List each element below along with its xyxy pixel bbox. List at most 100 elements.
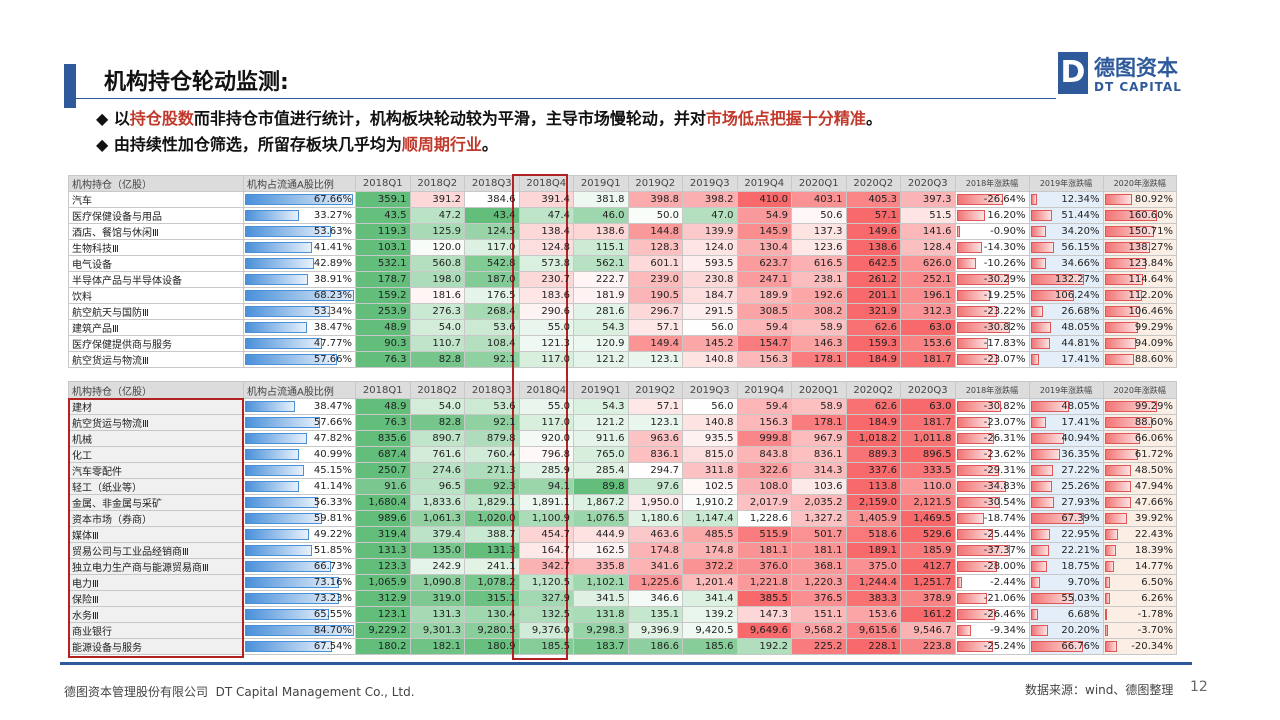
table-cell: 1,225.6	[627, 574, 683, 591]
cell-text: 189.9	[759, 290, 788, 301]
cell-text: 294.7	[650, 465, 679, 476]
cell-text: 1,829.1	[477, 497, 516, 508]
data-bar	[1030, 194, 1038, 205]
table-cell: 178.1	[791, 351, 847, 368]
bullet: ◆ 由持续性加仓筛选，所留存板块几乎均为顺周期行业。	[96, 132, 882, 158]
cell-text: 67.54%	[313, 641, 352, 652]
cell-text: 58.9	[820, 401, 843, 412]
header-cell: 机构持仓（亿股）	[68, 175, 244, 192]
table-cell: 274.6	[409, 462, 465, 479]
cell-text: 144.8	[650, 226, 679, 237]
table-cell: 178.7	[355, 271, 411, 288]
data-bar	[1030, 465, 1054, 476]
cell-text: 181.7	[922, 417, 952, 428]
cell-text: 368.1	[813, 561, 843, 572]
cell-text: 建筑产品Ⅲ	[72, 324, 119, 335]
data-bar	[1030, 433, 1064, 444]
table-row: 水务Ⅲ 65.55% 123.1 131.3 130.4 132.5 131.8 135.1 1…	[68, 606, 1177, 623]
cell-text: 94.09%	[1134, 338, 1173, 349]
table-cell: -0.90%	[954, 223, 1030, 240]
cell-text: 132.27%	[1055, 274, 1100, 285]
bullet-icon: ◆	[96, 135, 114, 154]
cell-text: 139.9	[704, 226, 734, 237]
data-bar	[245, 242, 312, 253]
cell-text: 1,244.4	[858, 577, 897, 588]
table-cell: 26.68%	[1028, 303, 1104, 320]
data-bar	[1030, 417, 1046, 428]
cell-text: 76.3	[384, 354, 407, 365]
table-cell: 311.8	[682, 462, 738, 479]
header-cell: 2020Q3	[900, 381, 956, 399]
table-cell: 66.76%	[1028, 638, 1104, 655]
cell-text: 176.5	[486, 290, 516, 301]
cell-text: 59.4	[765, 401, 788, 412]
cell-text: 153.6	[868, 609, 897, 620]
cell-text: 383.3	[868, 593, 897, 604]
cell-text: 9,615.6	[858, 625, 897, 636]
table-row: 航空货运与物流Ⅲ 57.66% 76.3 82.8 92.1 117.0 121.2 123.…	[68, 351, 1177, 368]
cell-text: 62.6	[874, 401, 897, 412]
cell-text: 63.0	[929, 401, 952, 412]
cell-text: 230.8	[704, 274, 734, 285]
data-bar	[956, 641, 993, 652]
cell-text: 412.7	[922, 561, 952, 572]
cell-text: 54.0	[438, 401, 461, 412]
cell-text: 医疗保健提供商与服务	[72, 340, 172, 351]
cell-text: -26.46%	[983, 609, 1026, 620]
cell-text: 59.81%	[313, 513, 352, 524]
table-cell: 144.8	[627, 223, 683, 240]
cell-text: 66.06%	[1134, 433, 1173, 444]
data-bar	[245, 641, 332, 652]
table-row: 贸易公司与工业品经销商Ⅲ 51.85% 131.3 135.0 131.3 164.7 16…	[68, 542, 1177, 559]
table-cell: 58.9	[791, 319, 847, 336]
cell-text: 123.1	[650, 417, 679, 428]
cell-text: 1,405.9	[858, 513, 897, 524]
table-cell: 879.8	[464, 430, 520, 447]
table-cell: 123.1	[627, 351, 683, 368]
table-cell: 626.0	[900, 255, 956, 272]
cell-text: 384.6	[486, 194, 516, 205]
cell-text: 601.1	[650, 258, 679, 269]
table-cell: 113.8	[845, 478, 901, 495]
cell-text: 1,020.0	[477, 513, 516, 524]
header-cell: 2019Q1	[573, 381, 629, 399]
page-number: 12	[1190, 679, 1208, 695]
cell-text: 62.6	[874, 322, 897, 333]
cell-text: 108.4	[486, 338, 516, 349]
cell-text: 184.9	[868, 417, 897, 428]
cell-text: 49.22%	[313, 529, 352, 540]
table-cell: 518.6	[845, 526, 901, 543]
cell-text: 114.64%	[1128, 274, 1174, 285]
table-cell: 119.3	[355, 223, 411, 240]
cell-text: 1,061.3	[422, 513, 461, 524]
table-cell: 39.92%	[1102, 510, 1177, 527]
table-cell: -10.26%	[954, 255, 1030, 272]
table-cell: 372.2	[682, 558, 738, 575]
table-cell: 54.0	[409, 398, 465, 415]
cell-text: 56.0	[711, 401, 734, 412]
table-cell: 160.60%	[1102, 207, 1177, 224]
cell-text: 94.1	[547, 481, 570, 492]
table-cell: 308.5	[736, 303, 792, 320]
table-cell: 250.7	[355, 462, 411, 479]
cell-text: 82.8	[438, 354, 461, 365]
cell-text: 119.3	[377, 226, 407, 237]
data-bar	[1030, 513, 1084, 524]
table-row: 医疗保健提供商与服务 47.77% 90.3 110.7 108.4 121.3 120.9…	[68, 335, 1177, 352]
table-cell: 312.9	[355, 590, 411, 607]
table-cell: 51.44%	[1028, 207, 1104, 224]
table-cell: 485.5	[682, 526, 738, 543]
data-bar	[1030, 481, 1052, 492]
table-cell: 153.6	[900, 335, 956, 352]
cell-text: 医疗保健设备与用品	[72, 212, 162, 223]
cell-text: 796.8	[541, 449, 570, 460]
table-cell: 22.43%	[1102, 526, 1177, 543]
table-cell: 843.8	[736, 446, 792, 463]
table-cell: 65.55%	[243, 606, 356, 623]
table-cell: 54.0	[409, 319, 465, 336]
table-cell: 76.3	[355, 414, 411, 431]
table-cell: 139.2	[682, 606, 738, 623]
table-cell: 106.46%	[1102, 303, 1177, 320]
cell-text: 261.2	[868, 274, 897, 285]
